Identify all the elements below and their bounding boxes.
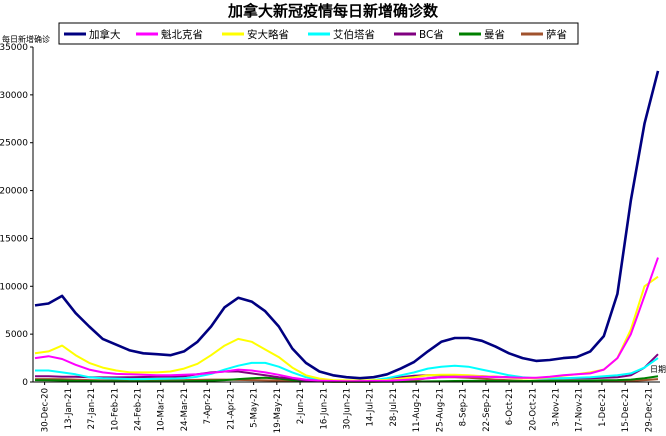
x-tick-label: 11-Aug-21 — [412, 388, 422, 432]
x-tick-label: 20-Oct-21 — [528, 388, 538, 431]
x-tick-label: 21-Apr-21 — [226, 388, 236, 430]
x-tick-label: 24-Mar-21 — [180, 388, 190, 431]
chart-title: 加拿大新冠疫情每日新增确诊数 — [227, 2, 439, 20]
legend-label: 魁北克省 — [161, 28, 203, 41]
x-tick-label: 10-Mar-21 — [157, 388, 167, 431]
legend: 加拿大 魁北克省 安大略省 艾伯塔省 BC省 曼省 萨省 — [64, 28, 567, 41]
x-tick-label: 29-Dec-21 — [644, 388, 654, 432]
series-line — [34, 257, 659, 383]
x-tick-label: 17-Nov-21 — [575, 388, 585, 432]
x-tick-label: 16-Jun-21 — [319, 388, 329, 430]
x-tick-label: 5-May-21 — [250, 388, 260, 428]
x-axis: 30-Dec-20 13-Jan-21 27-Jan-21 10-Feb-21 24-F… — [41, 382, 654, 433]
y-tick-label: 5000 — [5, 330, 28, 340]
x-tick-label: 15-Dec-21 — [621, 388, 631, 432]
y-axis: 0 5000 10000 15000 20000 25000 30000 35000 — [0, 43, 33, 388]
x-tick-label: 6-Oct-21 — [505, 388, 515, 425]
x-tick-label: 28-Jul-21 — [389, 388, 399, 427]
x-tick-label: 14-Jul-21 — [366, 388, 376, 427]
y-tick-label: 30000 — [0, 91, 28, 101]
x-tick-label: 24-Feb-21 — [134, 388, 144, 431]
x-tick-label: 25-Aug-21 — [435, 388, 445, 432]
legend-label: 安大略省 — [247, 28, 289, 41]
legend-label: 艾伯塔省 — [333, 28, 375, 41]
x-tick-label: 19-May-21 — [273, 388, 283, 433]
y-tick-label: 10000 — [0, 282, 28, 292]
x-tick-label: 7-Apr-21 — [203, 388, 213, 424]
x-tick-label: 30-Jun-21 — [343, 388, 353, 430]
legend-label: 萨省 — [546, 28, 567, 41]
y-tick-label: 25000 — [0, 139, 28, 149]
x-tick-label: 8-Sep-21 — [459, 388, 469, 426]
x-tick-label: 27-Jan-21 — [87, 388, 97, 429]
x-tick-label: 1-Dec-21 — [598, 388, 608, 427]
x-tick-label: 10-Feb-21 — [110, 388, 120, 431]
y-tick-label: 0 — [22, 378, 28, 388]
x-tick-label: 3-Nov-21 — [552, 388, 562, 427]
legend-label: BC省 — [419, 28, 444, 41]
plot-area — [34, 70, 660, 383]
y-tick-label: 20000 — [0, 187, 28, 197]
x-tick-label: 22-Sep-21 — [482, 388, 492, 432]
x-tick-label: 30-Dec-20 — [41, 388, 51, 432]
x-tick-label: 13-Jan-21 — [64, 388, 74, 429]
series-line — [34, 70, 660, 380]
x-tick-label: 2-Jun-21 — [296, 388, 306, 424]
legend-label: 加拿大 — [89, 28, 121, 41]
y-tick-label: 15000 — [0, 234, 28, 244]
y-tick-label: 35000 — [0, 43, 28, 53]
y-axis-label: 每日新增确诊 — [2, 34, 50, 44]
x-axis-label: 日期 — [650, 365, 666, 374]
legend-label: 曼省 — [484, 28, 505, 41]
series-line — [34, 275, 659, 382]
